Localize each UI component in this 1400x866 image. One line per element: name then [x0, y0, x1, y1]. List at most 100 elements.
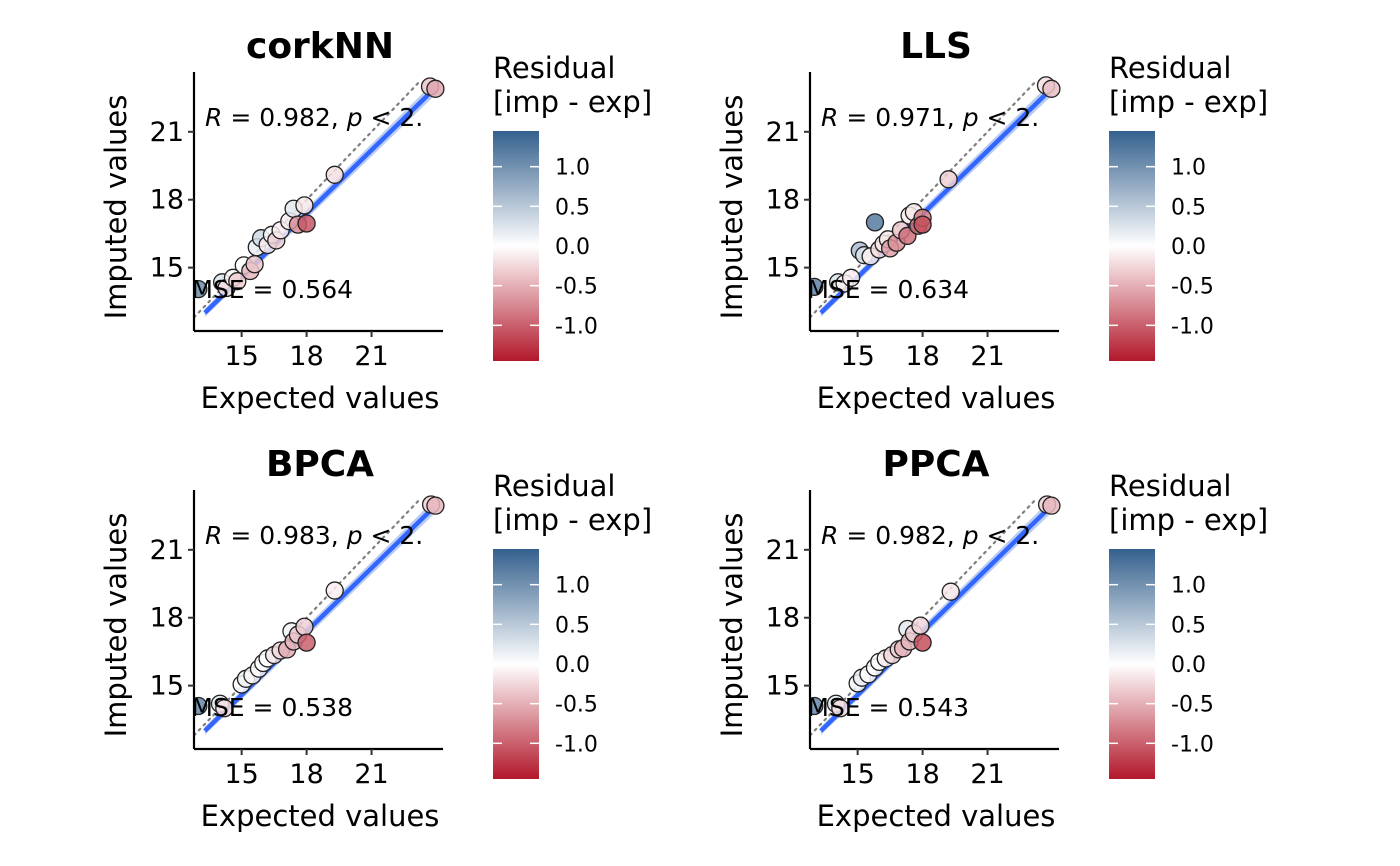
- data-point: [939, 170, 958, 189]
- colorbar-tick-label: -1.0: [555, 314, 598, 339]
- regression-line: [203, 505, 436, 733]
- x-tick-label: 21: [354, 759, 388, 790]
- colorbar-tick-label: -0.5: [1171, 275, 1214, 300]
- panel-title: BPCA: [266, 444, 374, 485]
- y-tick-label: 21: [150, 535, 184, 566]
- x-tick-label: 18: [289, 759, 323, 790]
- data-point: [194, 279, 208, 299]
- x-tick-label: 18: [905, 341, 939, 372]
- panel-title: corkNN: [246, 26, 394, 67]
- colorbar-tick-label: -1.0: [555, 732, 598, 757]
- panel-lls: LLS 15 18 21 15 18 21 Expected values Imputed va…: [715, 26, 1268, 415]
- colorbar-tick-label: 1.0: [1171, 156, 1206, 181]
- data-point: [841, 268, 861, 287]
- colorbar-tick-label: 1.0: [555, 574, 590, 599]
- y-tick-label: 15: [150, 253, 184, 284]
- data-point: [215, 699, 234, 718]
- plot-area: [194, 77, 445, 319]
- y-tick-label: 21: [150, 117, 184, 148]
- data-point: [810, 277, 824, 297]
- data-point: [245, 255, 264, 274]
- correlation-annotation: R = 0.982, p < 2.: [205, 103, 423, 132]
- data-point: [913, 215, 932, 234]
- y-tick-label: 15: [766, 253, 800, 284]
- colorbar-tick-label: -1.0: [1171, 314, 1214, 339]
- x-tick-label: 15: [224, 759, 258, 790]
- regression-line: [819, 505, 1052, 733]
- data-point: [295, 196, 314, 215]
- x-tick-label: 21: [970, 341, 1004, 372]
- legend-title: Residual: [493, 469, 615, 503]
- correlation-annotation: R = 0.982, p < 2.: [821, 521, 1039, 550]
- y-axis-label: Imputed values: [715, 95, 749, 320]
- rmse-annotation: RMSE = 0.634: [790, 275, 969, 304]
- rmse-annotation: RMSE = 0.564: [174, 275, 353, 304]
- colorbar-tick-label: 0.0: [555, 235, 590, 260]
- legend-subtitle: [imp - exp]: [493, 503, 652, 537]
- correlation-annotation: R = 0.983, p < 2.: [205, 521, 423, 550]
- colorbar-legend: Residual[imp - exp] 1.0 0.5 0.0 -0.5 -1.0: [493, 51, 652, 361]
- colorbar-tick-label: 0.0: [1171, 653, 1206, 678]
- data-point: [325, 581, 344, 600]
- data-point: [1042, 496, 1061, 515]
- x-tick-label: 21: [970, 759, 1004, 790]
- legend-subtitle: [imp - exp]: [1109, 503, 1268, 537]
- y-tick-label: 15: [150, 671, 184, 702]
- data-point: [194, 696, 208, 716]
- colorbar-tick-label: 0.5: [1171, 613, 1206, 638]
- panel-title: LLS: [900, 26, 972, 67]
- panel-ppca: PPCA 15 18 21 15 18 21 Expected values Imputed v…: [715, 444, 1268, 833]
- y-tick-label: 18: [150, 603, 184, 634]
- data-point: [297, 214, 316, 233]
- y-tick-label: 18: [150, 185, 184, 216]
- colorbar-tick-label: 0.5: [1171, 195, 1206, 220]
- colorbar-tick-label: -1.0: [1171, 732, 1214, 757]
- colorbar-tick-label: 1.0: [555, 156, 590, 181]
- x-axis-label: Expected values: [201, 799, 440, 833]
- colorbar-legend: Residual[imp - exp] 1.0 0.5 0.0 -0.5 -1.0: [1109, 51, 1268, 361]
- y-tick-label: 15: [766, 671, 800, 702]
- x-axis-label: Expected values: [817, 799, 1056, 833]
- data-point: [941, 582, 960, 601]
- data-point: [228, 272, 247, 291]
- plot-area: [810, 76, 1061, 319]
- data-point: [295, 617, 314, 636]
- data-point: [865, 213, 885, 232]
- colorbar-tick-label: 0.0: [555, 653, 590, 678]
- x-tick-label: 21: [354, 341, 388, 372]
- colorbar-tick-label: 0.5: [555, 195, 590, 220]
- data-point: [810, 696, 824, 716]
- legend-title: Residual: [1109, 469, 1231, 503]
- x-tick-label: 15: [840, 341, 874, 372]
- y-tick-label: 21: [766, 535, 800, 566]
- colorbar-tick-label: 1.0: [1171, 574, 1206, 599]
- colorbar-tick-label: -0.5: [555, 693, 598, 718]
- legend-subtitle: [imp - exp]: [1109, 85, 1268, 119]
- plot-area: [194, 495, 445, 737]
- colorbar-tick-label: -0.5: [1171, 693, 1214, 718]
- x-axis-label: Expected values: [201, 381, 440, 415]
- identity-line: [194, 498, 421, 737]
- rmse-annotation: RMSE = 0.538: [174, 693, 353, 722]
- data-point: [426, 496, 445, 515]
- colorbar-legend: Residual[imp - exp] 1.0 0.5 0.0 -0.5 -1.0: [493, 469, 652, 779]
- data-point: [831, 699, 850, 718]
- y-tick-label: 18: [766, 185, 800, 216]
- data-point: [1042, 79, 1061, 98]
- colorbar-tick-label: 0.0: [1171, 235, 1206, 260]
- y-axis-label: Imputed values: [715, 513, 749, 738]
- data-point: [426, 79, 445, 98]
- panels: corkNN 15 18 21 15 18 21 Expected values Imputed…: [99, 26, 1268, 833]
- x-tick-label: 15: [224, 341, 258, 372]
- rmse-annotation: RMSE = 0.543: [790, 693, 969, 722]
- x-tick-label: 18: [289, 341, 323, 372]
- data-point: [325, 165, 344, 184]
- panel-bpca: BPCA 15 18 21 15 18 21 Expected values Imputed v…: [99, 444, 652, 833]
- colorbar-tick-label: -0.5: [555, 275, 598, 300]
- y-tick-label: 21: [766, 117, 800, 148]
- x-tick-label: 15: [840, 759, 874, 790]
- y-axis-label: Imputed values: [99, 513, 133, 738]
- x-tick-label: 18: [905, 759, 939, 790]
- y-tick-label: 18: [766, 603, 800, 634]
- data-point: [913, 633, 932, 652]
